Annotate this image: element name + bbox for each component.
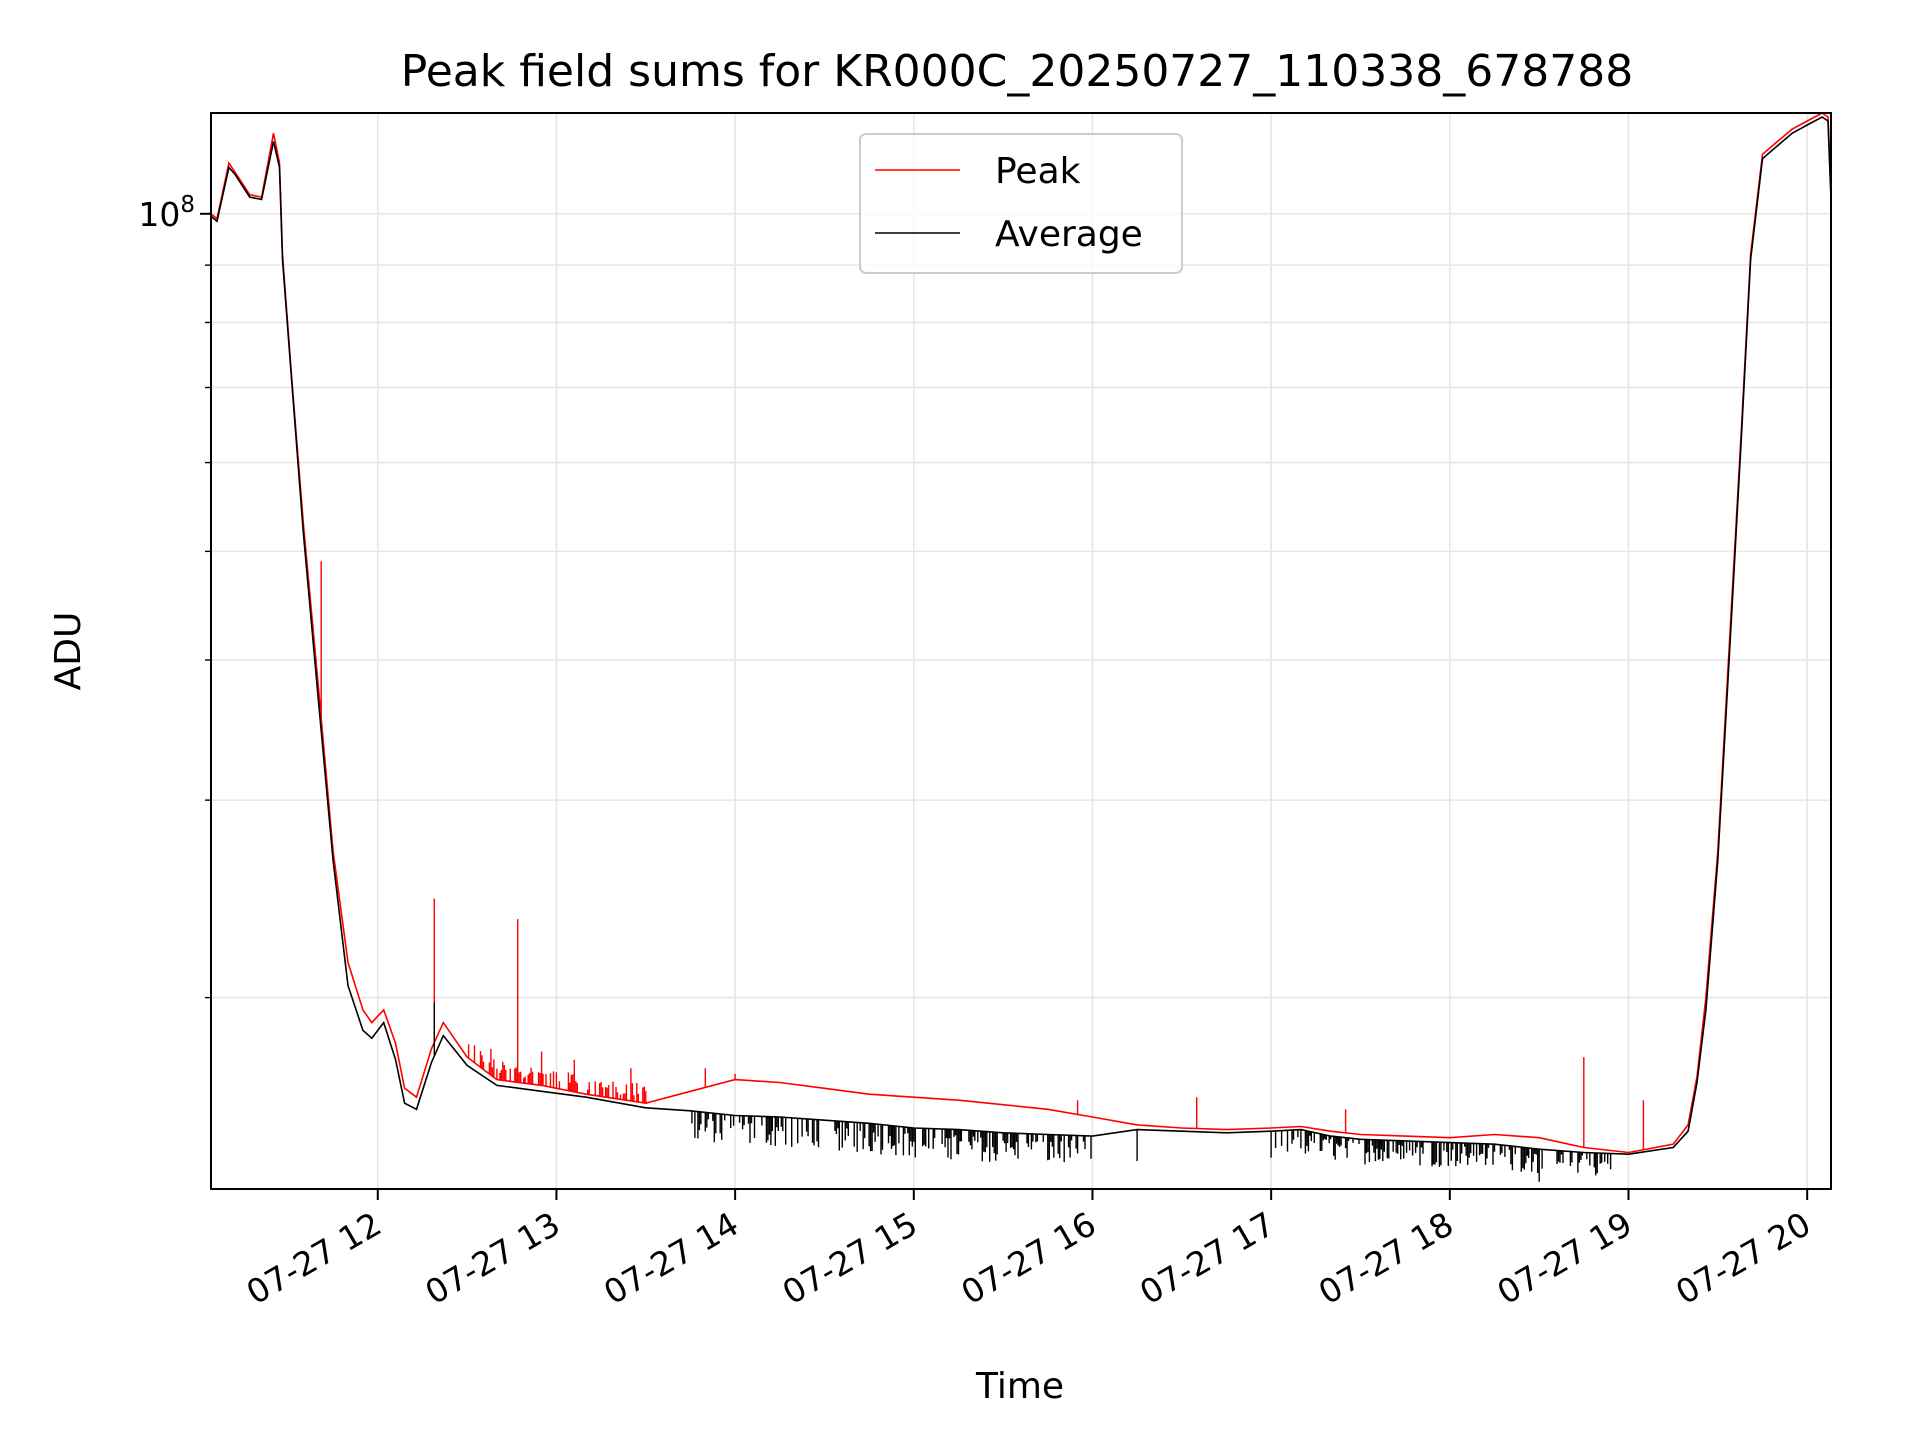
y-axis-label: ADU — [48, 612, 89, 691]
chart-title: Peak field sums for KR000C_20250727_1103… — [401, 46, 1633, 97]
series-peak-spikes — [320, 561, 1645, 1150]
plot-frame — [210, 112, 1832, 1190]
series-peak-line — [211, 113, 1831, 1154]
legend: Peak Average — [859, 133, 1183, 274]
series-average-spikes — [433, 1002, 1612, 1182]
grid-lines — [211, 113, 1831, 1189]
y-tick-label: 108 — [138, 192, 195, 234]
y-axis: 108 — [138, 192, 211, 999]
legend-peak-label: Peak — [995, 151, 1081, 192]
legend-average-label: Average — [995, 214, 1143, 255]
series-group — [211, 113, 1831, 1182]
x-axis-label: Time — [975, 1366, 1064, 1407]
legend-box — [859, 133, 1183, 274]
